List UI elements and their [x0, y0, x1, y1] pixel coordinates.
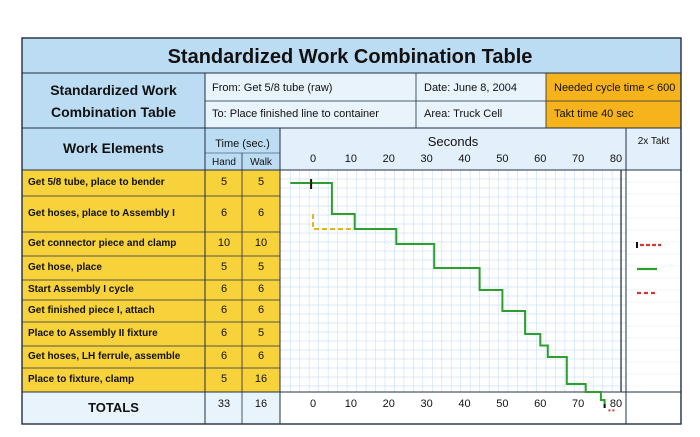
walk-time: 5	[257, 176, 265, 189]
hand-time: 6	[220, 327, 228, 340]
block-title-line2: Combination Table	[51, 104, 176, 120]
takt-area	[626, 170, 681, 424]
work-element-label: Place to Assembly II fixture	[28, 327, 158, 339]
hand-time: 5	[220, 176, 228, 189]
outer-border	[21, 37, 682, 425]
walk-time: 6	[257, 350, 265, 363]
seconds-header: Seconds	[427, 134, 479, 149]
seconds-tick-bottom-20: 20	[382, 398, 395, 410]
walk-time: 5	[257, 327, 265, 340]
walk-time: 10	[254, 237, 268, 250]
work-elements-header: Work Elements	[63, 140, 164, 156]
walk-time: 6	[257, 283, 265, 296]
hand-line-solid	[290, 182, 606, 408]
totals-label: TOTALS	[88, 400, 139, 415]
seconds-tick-top-20: 20	[382, 153, 395, 165]
hand-time: 6	[220, 304, 228, 317]
to-field: To: Place finished line to container	[212, 108, 379, 120]
totals-fill	[22, 392, 280, 424]
work-element-label: Get finished piece I, attach	[28, 304, 155, 316]
seconds-tick-bottom-60: 60	[534, 398, 547, 410]
block-title-line1: Standardized Work	[50, 82, 177, 98]
takt-time: Takt time 40 sec	[554, 108, 634, 120]
hand-time: 6	[220, 207, 228, 220]
seconds-tick-top-60: 60	[534, 153, 547, 165]
walk-time: 6	[257, 207, 265, 220]
seconds-tick-top-50: 50	[496, 153, 509, 165]
time-header: Time (sec.)	[215, 138, 270, 150]
walk-time: 6	[257, 304, 265, 317]
hand-time: 6	[220, 283, 228, 296]
cycle-time-cell	[546, 73, 681, 128]
hand-time: 5	[220, 373, 228, 386]
work-element-label: Get hoses, LH ferrule, assemble	[28, 350, 181, 362]
seconds-tick-bottom-0: 0	[309, 398, 317, 410]
seconds-tick-top-10: 10	[344, 153, 357, 165]
walk-line-dashed	[312, 214, 351, 230]
seconds-tick-bottom-70: 70	[572, 398, 585, 410]
info-cells	[205, 73, 546, 128]
seconds-tick-top-70: 70	[572, 153, 585, 165]
work-element-label: Start Assembly I cycle	[28, 283, 134, 295]
seconds-tick-bottom-40: 40	[458, 398, 471, 410]
work-element-label: Place to fixture, clamp	[28, 373, 135, 385]
hand-time: 5	[220, 261, 228, 274]
date-field: Date: June 8, 2004	[424, 82, 517, 94]
work-element-label: Get 5/8 tube, place to bender	[28, 176, 165, 188]
two-x-takt-header: 2x Takt	[637, 136, 670, 147]
needed-cycle-time: Needed cycle time < 600	[554, 82, 676, 94]
work-element-label: Get hose, place	[28, 261, 102, 273]
walk-time: 5	[257, 261, 265, 274]
hand-time: 6	[220, 350, 228, 363]
seconds-tick-top-40: 40	[458, 153, 471, 165]
area-field: Area: Truck Cell	[424, 108, 503, 120]
time-header-cell	[205, 128, 280, 170]
seconds-tick-bottom-50: 50	[496, 398, 509, 410]
hand-time: 10	[217, 237, 231, 250]
seconds-tick-top-0: 0	[309, 153, 317, 165]
work-element-label: Get hoses, place to Assembly I	[28, 207, 175, 219]
walk-time: 16	[254, 373, 268, 386]
block-title-cell	[22, 73, 205, 128]
walk-header: Walk	[250, 157, 272, 168]
totals-hand: 33	[217, 398, 231, 410]
totals-walk: 16	[254, 398, 268, 410]
seconds-tick-top-30: 30	[420, 153, 433, 165]
title-band	[22, 38, 681, 73]
from-field: From: Get 5/8 tube (raw)	[212, 82, 333, 94]
work-element-label: Get connector piece and clamp	[28, 237, 177, 249]
seconds-tick-bottom-30: 30	[420, 398, 433, 410]
page-title: Standardized Work Combination Table	[167, 46, 533, 68]
hand-header: Hand	[212, 157, 236, 168]
seconds-tick-top-80: 80	[609, 153, 623, 165]
seconds-tick-bottom-80: 80	[609, 398, 623, 410]
work-elements-header-cell	[22, 128, 205, 170]
seconds-header-cell	[280, 128, 681, 170]
seconds-tick-bottom-10: 10	[344, 398, 357, 410]
rows-label-fill	[22, 170, 280, 392]
